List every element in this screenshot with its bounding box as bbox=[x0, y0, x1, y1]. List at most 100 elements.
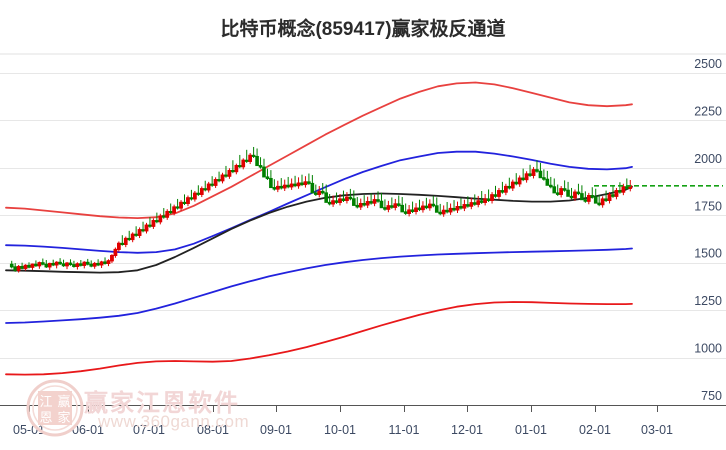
candle bbox=[123, 236, 128, 248]
candle bbox=[414, 203, 418, 215]
candle bbox=[562, 180, 567, 192]
candle bbox=[199, 186, 204, 198]
candle bbox=[175, 198, 180, 210]
candle bbox=[376, 191, 380, 203]
candle bbox=[507, 177, 512, 190]
candle bbox=[472, 194, 477, 206]
candle bbox=[338, 194, 342, 206]
x-axis-tick-11-01: 11-01 bbox=[388, 423, 419, 437]
candle bbox=[569, 187, 574, 200]
candle bbox=[538, 162, 543, 179]
candle bbox=[27, 262, 31, 269]
y-axis-tick-2500: 2500 bbox=[694, 57, 722, 71]
candle bbox=[390, 197, 394, 209]
candle bbox=[320, 183, 325, 195]
candle bbox=[68, 259, 73, 266]
candle bbox=[362, 195, 366, 207]
candle bbox=[535, 160, 539, 173]
candle bbox=[303, 176, 308, 188]
x-axis-labels: 05-01 06-01 07-01 08-01 09-01 10-01 11-01 12-01… bbox=[13, 423, 673, 437]
candle bbox=[369, 193, 373, 205]
candle bbox=[314, 184, 318, 196]
candle bbox=[213, 177, 218, 188]
candle bbox=[618, 182, 622, 194]
candle bbox=[244, 149, 249, 163]
candle bbox=[189, 189, 194, 201]
candle bbox=[490, 192, 494, 204]
grid-lines bbox=[0, 53, 726, 406]
candle bbox=[269, 170, 273, 189]
candle bbox=[265, 168, 270, 180]
candle bbox=[96, 259, 100, 267]
y-axis-tick-1250: 1250 bbox=[694, 294, 722, 308]
candle bbox=[348, 188, 353, 201]
y-axis-tick-750: 750 bbox=[701, 389, 722, 403]
candle bbox=[448, 203, 453, 215]
x-axis-tick-08-01: 08-01 bbox=[197, 423, 229, 437]
candle bbox=[555, 184, 560, 196]
candle bbox=[20, 262, 24, 270]
candle bbox=[524, 171, 529, 183]
candle bbox=[355, 197, 360, 209]
candle bbox=[82, 261, 87, 269]
candle bbox=[16, 264, 21, 273]
candle bbox=[196, 185, 201, 196]
candle bbox=[611, 186, 615, 198]
candle bbox=[590, 187, 595, 199]
y-axis-tick-1500: 1500 bbox=[694, 247, 722, 261]
candle bbox=[479, 190, 484, 204]
candle bbox=[386, 200, 391, 213]
candle bbox=[300, 174, 304, 187]
candle bbox=[583, 191, 588, 203]
candle bbox=[99, 260, 104, 269]
candle bbox=[607, 192, 612, 204]
candle bbox=[493, 185, 498, 198]
candle bbox=[379, 192, 384, 209]
candle bbox=[75, 262, 80, 270]
candle bbox=[566, 181, 570, 197]
candle bbox=[483, 194, 487, 206]
candle bbox=[155, 212, 159, 224]
candle bbox=[434, 197, 439, 213]
candle bbox=[576, 183, 581, 196]
candle bbox=[614, 187, 619, 200]
candle bbox=[110, 254, 114, 264]
candle bbox=[182, 194, 187, 206]
candle bbox=[573, 189, 577, 201]
candle bbox=[548, 176, 553, 189]
candle bbox=[621, 183, 626, 196]
candle bbox=[255, 148, 259, 167]
candle bbox=[120, 235, 125, 246]
x-axis-tick-02-01: 02-01 bbox=[579, 423, 611, 437]
y-axis-labels: 2500 2250 2000 1750 1500 1250 1000 750 bbox=[694, 57, 722, 403]
candle bbox=[559, 186, 563, 198]
candle bbox=[137, 227, 142, 239]
candle bbox=[441, 205, 446, 217]
candle bbox=[469, 197, 474, 210]
y-axis-tick-2250: 2250 bbox=[694, 104, 722, 118]
candle bbox=[72, 260, 76, 268]
candle bbox=[34, 260, 38, 267]
x-axis-tick-09-01: 09-01 bbox=[260, 423, 292, 437]
candle bbox=[61, 259, 66, 267]
candle bbox=[331, 195, 335, 207]
candle bbox=[172, 204, 176, 216]
candle bbox=[542, 169, 546, 181]
candle bbox=[103, 257, 107, 265]
candle bbox=[193, 190, 197, 202]
x-axis-tick-12-01: 12-01 bbox=[451, 423, 483, 437]
candle bbox=[231, 160, 235, 174]
band-line-1 bbox=[5, 150, 633, 254]
candle bbox=[241, 158, 246, 170]
candle bbox=[168, 203, 173, 215]
candle bbox=[521, 168, 525, 182]
candle bbox=[293, 175, 297, 188]
candle bbox=[597, 194, 601, 207]
candle bbox=[421, 201, 425, 213]
candle bbox=[459, 198, 463, 210]
candle bbox=[403, 203, 408, 215]
candle bbox=[600, 196, 605, 208]
candle bbox=[445, 201, 449, 214]
candle bbox=[13, 263, 17, 272]
